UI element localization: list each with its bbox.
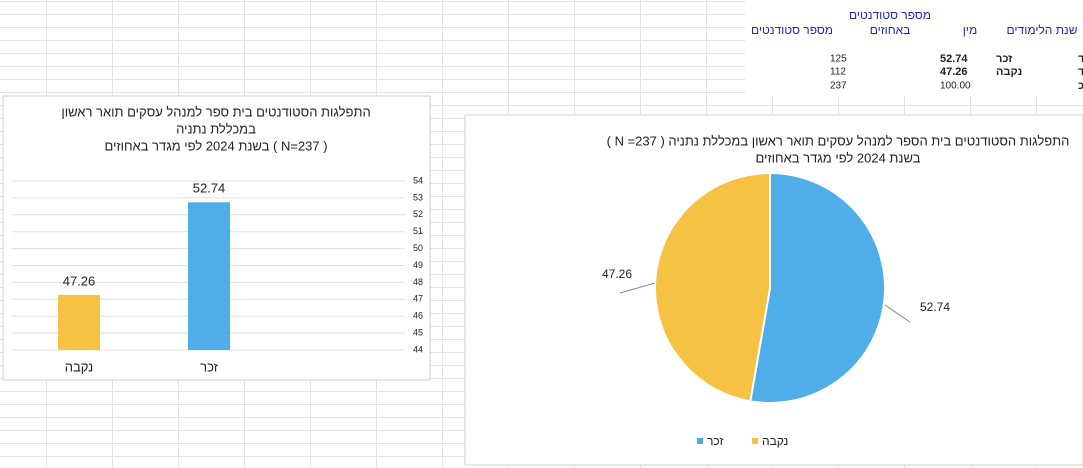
y-tick-label: 51 — [413, 226, 423, 236]
y-tick-label: 47 — [413, 294, 423, 304]
table-cell: 112 — [830, 67, 846, 78]
table-cell: תשפד — [1078, 53, 1083, 65]
y-tick-label: 49 — [413, 260, 423, 270]
table-cell: 237 — [830, 81, 847, 92]
table-cell: זכר — [996, 53, 1012, 65]
leader-line — [884, 304, 911, 323]
legend-swatch — [752, 438, 758, 444]
y-tick-label: 53 — [413, 192, 423, 202]
table-cell: נקבה — [996, 66, 1022, 78]
table-bg — [745, 0, 1083, 96]
x-tick-label: זכר — [200, 359, 219, 374]
table-cell: 100.00 — [940, 81, 971, 92]
table-header: שנת הלימודים מין מספר סטודנטים באחוזים מ… — [751, 8, 1078, 37]
chart-title: התפלגות הסטודנטים בית ספר למנהל עסקים תו… — [61, 104, 370, 119]
table-body: תשפד זכר 52.74 125 תשפד נקבה 47.26 112 סה"כ 100.0… — [830, 53, 1083, 92]
header-cell: שנת הלימודים — [1007, 23, 1078, 37]
legend-label: זכר — [707, 434, 723, 448]
y-tick-label: 45 — [413, 327, 423, 337]
chart-title: בשנת 2024 לפי מגדר באחוזים — [756, 150, 921, 165]
y-tick-label: 50 — [413, 243, 423, 253]
table-cell: סה"כ — [1078, 80, 1083, 92]
bar — [188, 202, 230, 350]
y-tick-label: 52 — [413, 209, 423, 219]
table-cell: 47.26 — [940, 66, 968, 78]
legend-swatch — [697, 438, 703, 444]
pie-slice — [749, 171, 886, 404]
value-label: 47.26 — [602, 267, 632, 281]
y-tick-label: 46 — [413, 311, 423, 321]
y-tick-label: 48 — [413, 277, 423, 287]
table-cell: 125 — [830, 54, 847, 65]
legend-label: נקבה — [762, 434, 788, 448]
value-label: 52.74 — [920, 300, 950, 314]
header-cell: באחוזים — [870, 23, 911, 37]
chart-title: ( N=237 ) בשנת 2024 לפי מגדר באחוזים — [104, 138, 327, 153]
x-tick-label: נקבה — [65, 359, 93, 374]
table-cell: תשפד — [1078, 66, 1083, 78]
header-cell: מספר סטודנטים — [849, 8, 931, 22]
charts: התפלגות הסטודנטים בית ספר למנהל עסקים תו… — [12, 104, 1069, 448]
leader-line — [619, 282, 656, 294]
header-cell: מין — [963, 23, 977, 37]
table-cell: 52.74 — [940, 53, 968, 65]
chart-title: במכללת נתניה — [176, 121, 256, 136]
header-cell: מספר סטודנטים — [751, 23, 833, 37]
value-label: 52.74 — [193, 181, 226, 196]
value-label: 47.26 — [63, 273, 96, 288]
y-tick-label: 54 — [413, 175, 423, 185]
y-tick-label: 44 — [413, 344, 423, 354]
bar — [58, 294, 100, 350]
chart-title: התפלגות הסטודנטים בית הספר למנהל עסקים ת… — [607, 133, 1070, 148]
pie-slice — [654, 171, 771, 403]
